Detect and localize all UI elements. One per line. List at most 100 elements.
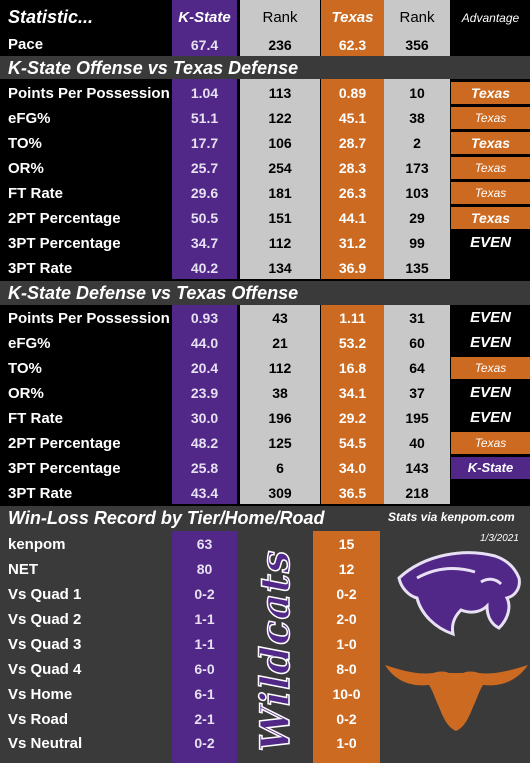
s1-3-kstate-rank: 254 <box>268 160 292 176</box>
s1-1-texas-rank: 38 <box>409 110 425 126</box>
pace-texas: 62.3 <box>338 37 367 53</box>
s1-4-row: FT Rate 29.6 181 26.3 103 Texas <box>0 180 530 205</box>
s3-0-label: kenpom <box>8 536 66 553</box>
pace-row: Pace 67.4 236 62.3 356 <box>0 33 530 56</box>
pace-texas-rank: 356 <box>405 37 429 53</box>
s1-0-kstate-rank: 113 <box>268 85 292 101</box>
s2-3-row: OR% 23.9 38 34.1 37 EVEN <box>0 380 530 405</box>
s2-5-label: 2PT Percentage <box>8 435 121 452</box>
s3-8-label: Vs Neutral <box>8 735 83 752</box>
wildcats-wordmark-text: Wildcats <box>251 549 300 752</box>
s2-3-texas-value: 34.1 <box>338 385 367 401</box>
s2-5-kstate-rank: 125 <box>268 435 292 451</box>
texas-column-bg-3b <box>313 531 380 763</box>
s1-4-kstate-value: 29.6 <box>190 185 219 201</box>
pace-kstate-rank: 236 <box>268 37 292 53</box>
s2-4-kstate-rank: 196 <box>268 410 292 426</box>
s2-1-advantage: EVEN <box>451 332 530 354</box>
s3-6-texas-value: 10-0 <box>332 686 361 702</box>
s3-7-kstate-value: 2-1 <box>194 711 215 727</box>
s3-8-row: Vs Neutral 0-2 1-0 <box>0 731 530 756</box>
kstate-column-bg-2 <box>172 305 237 504</box>
s2-6-advantage: K-State <box>451 457 530 479</box>
s2-6-label: 3PT Percentage <box>8 460 121 477</box>
s2-3-label: OR% <box>8 385 44 402</box>
s1-7-label: 3PT Rate <box>8 260 73 277</box>
s1-0-advantage: Texas <box>451 82 530 104</box>
s2-4-texas-value: 29.2 <box>338 410 367 426</box>
kstate-rank-column-bg <box>240 0 320 279</box>
s3-7-label: Vs Road <box>8 711 69 728</box>
s1-6-kstate-value: 34.7 <box>190 235 219 251</box>
s3-5-kstate-value: 6-0 <box>194 661 215 677</box>
s2-6-texas-value: 34.0 <box>338 460 367 476</box>
s3-4-label: Vs Quad 3 <box>8 636 82 653</box>
s2-2-kstate-value: 20.4 <box>190 360 219 376</box>
s1-3-advantage: Texas <box>451 157 530 179</box>
s1-7-kstate-value: 40.2 <box>190 260 219 276</box>
s1-1-texas-value: 45.1 <box>338 110 367 126</box>
s2-4-kstate-value: 30.0 <box>190 410 219 426</box>
s2-7-label: 3PT Rate <box>8 485 73 502</box>
s3-8-kstate-value: 0-2 <box>194 735 215 751</box>
s1-1-kstate-value: 51.1 <box>190 110 219 126</box>
header-title: Statistic... <box>8 7 94 27</box>
s1-0-row: Points Per Possession 1.04 113 0.89 10 Texas <box>0 80 530 105</box>
kstate-wildcat-logo <box>397 551 521 637</box>
s3-3-label: Vs Quad 2 <box>8 611 82 628</box>
s1-7-row: 3PT Rate 40.2 134 36.9 135 <box>0 255 530 280</box>
texas-rank-column-bg <box>384 0 450 279</box>
section3-band <box>0 506 530 763</box>
s1-1-row: eFG% 51.1 122 45.1 38 Texas <box>0 105 530 130</box>
s1-1-kstate-rank: 122 <box>268 110 292 126</box>
s2-1-kstate-value: 44.0 <box>190 335 219 351</box>
s1-2-row: TO% 17.7 106 28.7 2 Texas <box>0 130 530 155</box>
kstate-rank-column-bg-2 <box>240 305 320 504</box>
s2-5-texas-rank: 40 <box>409 435 425 451</box>
s3-6-kstate-value: 6-1 <box>194 686 215 702</box>
pace-kstate: 67.4 <box>190 37 219 53</box>
s1-2-texas-rank: 2 <box>413 135 421 151</box>
s3-5-row: Vs Quad 4 6-0 8-0 <box>0 657 530 682</box>
s1-1-advantage: Texas <box>451 107 530 129</box>
s2-0-kstate-rank: 43 <box>272 310 288 326</box>
s2-5-kstate-value: 48.2 <box>190 435 219 451</box>
s3-0-texas-value: 15 <box>338 536 355 552</box>
s1-7-kstate-rank: 134 <box>268 260 292 276</box>
s1-0-label: Points Per Possession <box>8 85 170 102</box>
s1-6-label: 3PT Percentage <box>8 235 121 252</box>
s2-1-label: eFG% <box>8 335 51 352</box>
s1-5-kstate-value: 50.5 <box>190 210 219 226</box>
s1-0-texas-value: 0.89 <box>338 85 367 101</box>
s1-4-texas-rank: 103 <box>405 185 429 201</box>
s2-4-label: FT Rate <box>8 410 64 427</box>
credit-text: Stats via kenpom.com <box>388 510 515 524</box>
s2-2-texas-rank: 64 <box>409 360 425 376</box>
s2-7-texas-rank: 218 <box>405 485 429 501</box>
s3-2-row: Vs Quad 1 0-2 0-2 <box>0 582 530 607</box>
s3-1-row: NET 80 12 <box>0 557 530 582</box>
s2-2-row: TO% 20.4 112 16.8 64 Texas <box>0 355 530 380</box>
s2-4-row: FT Rate 30.0 196 29.2 195 EVEN <box>0 405 530 430</box>
s3-1-label: NET <box>8 561 38 578</box>
s1-3-texas-rank: 173 <box>405 160 429 176</box>
s2-1-row: eFG% 44.0 21 53.2 60 EVEN <box>0 330 530 355</box>
s1-6-kstate-rank: 112 <box>268 235 292 251</box>
s1-3-kstate-value: 25.7 <box>190 160 219 176</box>
s1-5-texas-value: 44.1 <box>338 210 367 226</box>
s2-0-texas-rank: 31 <box>409 310 425 326</box>
header-texas: Texas <box>331 9 374 26</box>
s3-2-label: Vs Quad 1 <box>8 586 82 603</box>
header-advantage: Advantage <box>461 11 520 25</box>
section2-band: K-State Defense vs Texas Offense <box>0 281 530 305</box>
s2-2-advantage: Texas <box>451 357 530 379</box>
s1-3-label: OR% <box>8 160 44 177</box>
s1-6-row: 3PT Percentage 34.7 112 31.2 99 EVEN <box>0 230 530 255</box>
s1-1-label: eFG% <box>8 110 51 127</box>
s3-1-texas-value: 12 <box>338 561 355 577</box>
s1-2-kstate-value: 17.7 <box>190 135 219 151</box>
s2-5-texas-value: 54.5 <box>338 435 367 451</box>
pace-label: Pace <box>8 36 44 53</box>
s2-5-advantage: Texas <box>451 432 530 454</box>
s2-6-kstate-value: 25.8 <box>190 460 219 476</box>
